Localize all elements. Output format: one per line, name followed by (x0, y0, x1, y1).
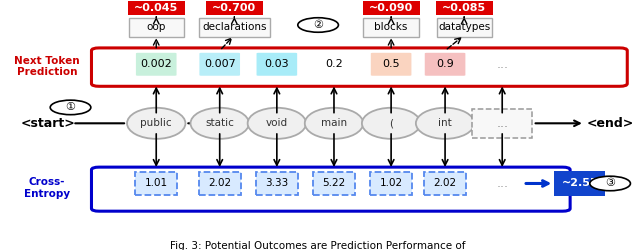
Circle shape (298, 18, 339, 32)
Text: ...: ... (496, 58, 508, 71)
FancyBboxPatch shape (199, 18, 270, 36)
Ellipse shape (127, 108, 186, 139)
Text: 2.02: 2.02 (433, 178, 456, 188)
FancyBboxPatch shape (472, 109, 532, 138)
Text: ③: ③ (605, 178, 615, 188)
FancyBboxPatch shape (313, 172, 355, 195)
Text: int: int (438, 118, 452, 128)
Text: main: main (321, 118, 347, 128)
Text: ~0.090: ~0.090 (369, 2, 413, 12)
FancyBboxPatch shape (425, 53, 465, 76)
Text: 0.9: 0.9 (436, 59, 454, 69)
Text: datatypes: datatypes (438, 22, 490, 32)
Text: Cross-
Entropy: Cross- Entropy (24, 177, 70, 199)
Text: ~0.700: ~0.700 (212, 2, 257, 12)
Ellipse shape (362, 108, 420, 139)
FancyBboxPatch shape (199, 172, 241, 195)
FancyBboxPatch shape (205, 0, 263, 15)
Text: 1.02: 1.02 (380, 178, 403, 188)
FancyBboxPatch shape (92, 48, 627, 86)
Text: 0.03: 0.03 (264, 59, 289, 69)
FancyBboxPatch shape (256, 172, 298, 195)
Ellipse shape (248, 108, 306, 139)
Circle shape (590, 176, 630, 191)
Text: 0.2: 0.2 (325, 59, 343, 69)
Text: declarations: declarations (202, 22, 267, 32)
FancyBboxPatch shape (362, 0, 420, 15)
FancyBboxPatch shape (370, 172, 412, 195)
Text: static: static (205, 118, 234, 128)
Text: 2.02: 2.02 (208, 178, 231, 188)
Text: ①: ① (65, 102, 76, 113)
Text: 0.007: 0.007 (204, 59, 236, 69)
FancyBboxPatch shape (136, 53, 177, 76)
Ellipse shape (191, 108, 249, 139)
Text: <end>: <end> (586, 117, 634, 130)
Text: 5.22: 5.22 (323, 178, 346, 188)
Text: blocks: blocks (374, 22, 408, 32)
FancyBboxPatch shape (436, 18, 492, 36)
Text: 0.002: 0.002 (140, 59, 172, 69)
FancyBboxPatch shape (257, 53, 297, 76)
Text: (: ( (389, 118, 393, 128)
FancyBboxPatch shape (200, 53, 240, 76)
Ellipse shape (416, 108, 474, 139)
Text: void: void (266, 118, 288, 128)
FancyBboxPatch shape (436, 0, 493, 15)
Text: 3.33: 3.33 (265, 178, 289, 188)
Text: 1.01: 1.01 (145, 178, 168, 188)
Text: ~2.55: ~2.55 (561, 178, 598, 188)
Text: public: public (140, 118, 172, 128)
Text: ②: ② (313, 20, 323, 30)
FancyBboxPatch shape (364, 18, 419, 36)
Text: <start>: <start> (21, 117, 76, 130)
Ellipse shape (305, 108, 363, 139)
FancyBboxPatch shape (127, 0, 185, 15)
Text: Fig. 3: Potential Outcomes are Prediction Performance of: Fig. 3: Potential Outcomes are Predictio… (170, 242, 466, 250)
Text: ~0.045: ~0.045 (134, 2, 179, 12)
FancyBboxPatch shape (129, 18, 184, 36)
Text: ~0.085: ~0.085 (442, 2, 486, 12)
FancyBboxPatch shape (554, 171, 605, 196)
Text: 0.5: 0.5 (382, 59, 400, 69)
Text: ...: ... (496, 177, 508, 190)
FancyBboxPatch shape (92, 167, 570, 211)
FancyBboxPatch shape (424, 172, 466, 195)
Text: Next Token
Prediction: Next Token Prediction (14, 56, 80, 77)
Text: ...: ... (496, 117, 508, 130)
FancyBboxPatch shape (135, 172, 177, 195)
Circle shape (50, 100, 91, 115)
Text: oop: oop (147, 22, 166, 32)
FancyBboxPatch shape (371, 53, 412, 76)
